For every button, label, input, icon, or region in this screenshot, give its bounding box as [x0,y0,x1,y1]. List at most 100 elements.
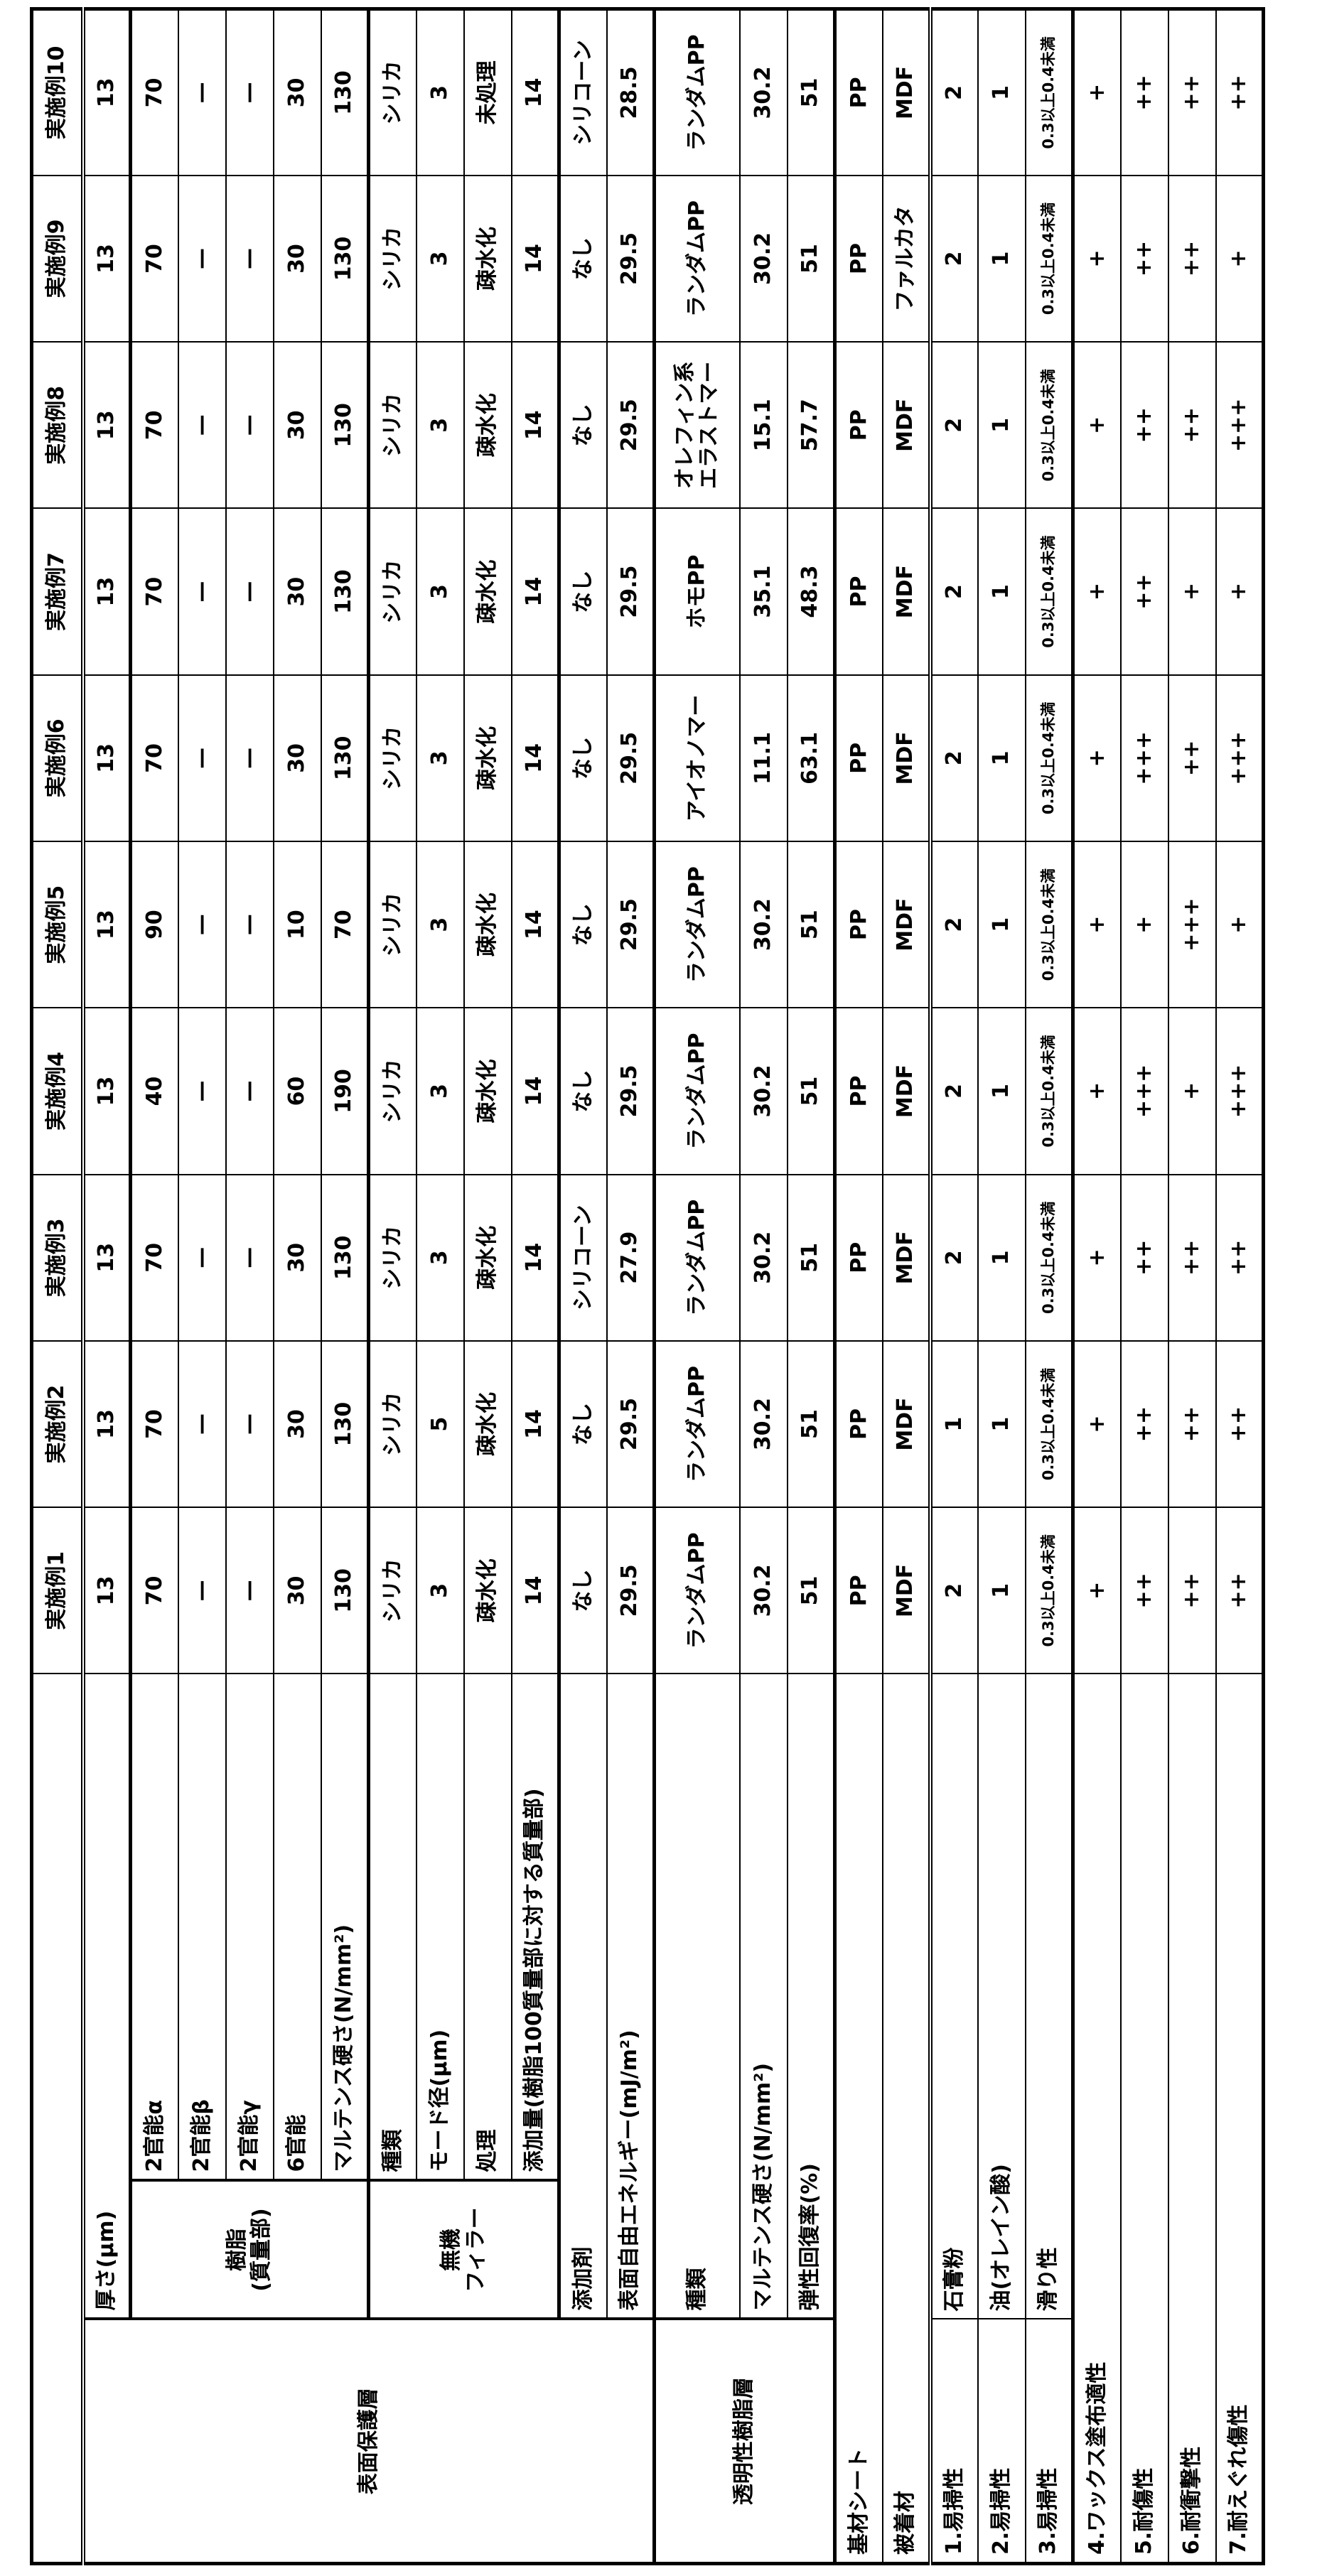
table-row: 2.易掃性油(オレイン酸)1111111111 [978,9,1026,2564]
row-label: 種類 [369,1674,417,2180]
table-cell-value: 30.2 [740,9,788,176]
table-row: 添加剤なしなしシリコーンなしなしなしなしなしなしシリコーン [559,9,607,2564]
table-cell-value: 30 [274,1507,321,1674]
rotated-table-wrapper: 実施例1実施例2実施例3実施例4実施例5実施例6実施例7実施例8実施例9実施例1… [30,11,1262,2565]
row-label: 2官能γ [226,1674,274,2180]
table-row: 6.耐衝撃性+++++++++++++++++++ [1168,9,1216,2564]
table-cell-value: 1 [978,1175,1026,1341]
table-cell-value: + [1073,508,1121,674]
table-cell-value: 3 [417,342,464,508]
table-row: マルテンス硬さ(N/mm²)13013013019070130130130130… [321,9,369,2564]
row-label: 添加量(樹脂100質量部に対する質量部) [512,1674,559,2180]
table-cell-value: ++ [1121,1341,1168,1507]
table-cell-value: 51 [788,1341,835,1507]
table-cell-value: なし [559,1008,607,1174]
table-cell-value: 2 [930,1008,978,1174]
table-cell-value: なし [559,1507,607,1674]
table-row: 表面自由エネルギー(mJ/m²)29.529.527.929.529.529.5… [607,9,655,2564]
column-header-example-9: 実施例9 [32,176,83,342]
table-cell-value: +++ [1216,1008,1264,1174]
table-cell-value: 27.9 [607,1175,655,1341]
table-row: 表面保護層厚さ(μm)13131313131313131313 [83,9,131,2564]
table-cell-value: 30.2 [740,841,788,1008]
row-label: 添加剤 [559,1674,607,2319]
table-cell-value: 40 [131,1008,178,1174]
table-cell-value: 2 [930,1507,978,1674]
table-cell-value: 0.3以上0.4未満 [1026,1175,1073,1341]
results-table: 実施例1実施例2実施例3実施例4実施例5実施例6実施例7実施例8実施例9実施例1… [30,7,1265,2565]
table-cell-value: シリカ [369,675,417,841]
table-cell-value: 70 [131,1507,178,1674]
table-cell-value: — [226,176,274,342]
table-cell-value: ++ [1121,508,1168,674]
table-cell-value: 30.2 [740,1008,788,1174]
table-cell-value: なし [559,508,607,674]
table-cell-value: 疎水化 [464,508,512,674]
table-cell-value: ++ [1168,1175,1216,1341]
column-header-example-3: 実施例3 [32,1175,83,1341]
row-label: 種類 [655,1674,740,2319]
table-cell-value: 51 [788,1507,835,1674]
table-cell-value: 14 [512,675,559,841]
table-cell-value: MDF [883,1341,930,1507]
row-label: 2官能β [178,1674,226,2180]
table-cell-value: 130 [321,176,369,342]
row-subgroup-label: 樹脂 (質量部) [131,2181,369,2319]
table-row: 6官能30303060103030303030 [274,9,321,2564]
table-cell-value: 疎水化 [464,342,512,508]
table-cell-value: PP [835,176,883,342]
table-cell-value: 11.1 [740,675,788,841]
table-cell-value: 13 [83,675,131,841]
column-header-example-8: 実施例8 [32,342,83,508]
table-cell-value: PP [835,9,883,176]
table-cell-value: 疎水化 [464,1175,512,1341]
table-cell-value: 51 [788,841,835,1008]
table-cell-value: 28.5 [607,9,655,176]
table-cell-value: 63.1 [788,675,835,841]
table-cell-value: 35.1 [740,508,788,674]
table-cell-value: + [1216,841,1264,1008]
table-cell-value: + [1121,841,1168,1008]
table-cell-value: 1 [978,1507,1026,1674]
row-label: 6官能 [274,1674,321,2180]
table-row: 5.耐傷性+++++++++++++++++++++ [1121,9,1168,2564]
table-cell-value: 30.2 [740,1341,788,1507]
table-cell-value: PP [835,1341,883,1507]
table-cell-value: ++ [1168,176,1216,342]
table-cell-value: — [226,1507,274,1674]
table-cell-value: ホモPP [655,508,740,674]
table-cell-value: ランダムPP [655,1341,740,1507]
table-row: 基材シートPPPPPPPPPPPPPPPPPPPP [835,9,883,2564]
table-cell-value: 30 [274,1341,321,1507]
table-cell-value: ランダムPP [655,1175,740,1341]
table-cell-value: — [178,1507,226,1674]
table-cell-value: ++ [1121,176,1168,342]
table-cell-value: 70 [131,508,178,674]
table-cell-value: 29.5 [607,675,655,841]
table-cell-value: MDF [883,675,930,841]
table-cell-value: 70 [131,342,178,508]
row-label: マルテンス硬さ(N/mm²) [321,1674,369,2180]
table-cell-value: MDF [883,342,930,508]
table-cell-value: 30 [274,9,321,176]
table-cell-value: + [1168,508,1216,674]
table-cell-value: + [1216,508,1264,674]
table-cell-value: — [178,508,226,674]
table-cell-value: 2 [930,841,978,1008]
table-cell-value: 57.7 [788,342,835,508]
table-cell-value: 14 [512,176,559,342]
table-cell-value: シリカ [369,1341,417,1507]
table-cell-value: + [1073,176,1121,342]
table-cell-value: 30 [274,342,321,508]
table-cell-value: 1 [978,508,1026,674]
table-cell-value: 1 [978,1341,1026,1507]
row-label: 処理 [464,1674,512,2180]
table-cell-value: 130 [321,1507,369,1674]
table-cell-value: + [1216,176,1264,342]
table-row: 添加量(樹脂100質量部に対する質量部)14141414141414141414 [512,9,559,2564]
table-cell-value: — [226,841,274,1008]
row-label: 表面自由エネルギー(mJ/m²) [607,1674,655,2319]
table-cell-value: — [178,176,226,342]
table-cell-value: 130 [321,342,369,508]
table-cell-value: 1 [978,1008,1026,1174]
